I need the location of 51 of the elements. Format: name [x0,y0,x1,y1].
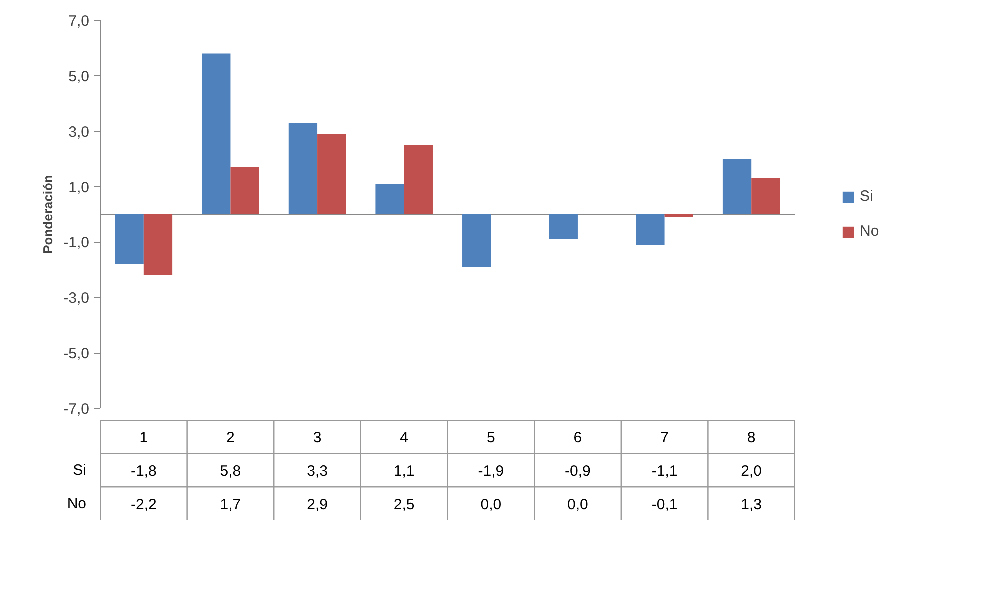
y-tick-label: -7,0 [64,401,90,418]
data-label: 2,0 [741,463,762,480]
text: Si [73,462,87,479]
data-label: -2,2 [130,496,157,514]
data-label: -1,8 [130,463,157,480]
bar [318,134,346,214]
bar [752,178,780,214]
data-label: 2,9 [307,496,328,514]
data-label: 1,7 [220,496,242,514]
y-tick-label: 7,0 [68,13,90,30]
data-label: -0,9 [565,463,591,480]
text: No [67,495,87,512]
bar [115,214,144,264]
y-tick-label: 5,0 [68,68,90,86]
bar [404,145,433,214]
bar [376,184,404,214]
legend-label: No [860,223,880,240]
y-tick-label: -3,0 [64,290,90,308]
x-tick-label: 1 [140,430,148,447]
bar [202,54,231,214]
x-tick-label: 7 [660,430,669,447]
data-label: -1,1 [652,463,678,480]
data-label: 0,0 [568,496,588,514]
y-axis-title: Ponderación [40,175,56,254]
data-label: 3,3 [307,463,328,480]
y-tick-label: 1,0 [68,179,90,196]
data-label: -1,9 [478,463,504,480]
data-label: -0,1 [652,496,678,514]
y-tick-label: 3,0 [68,124,90,141]
x-tick-label: 3 [313,430,322,447]
bar [636,214,665,245]
y-tick-label: -1,0 [64,234,90,252]
bar [722,159,752,214]
x-tick-label: 2 [226,430,235,447]
x-tick-label: 4 [400,430,409,447]
data-label: 5,8 [220,463,242,480]
bar [462,214,492,268]
x-tick-label: 8 [747,430,756,447]
y-tick-label: -5,0 [64,346,90,363]
x-tick-label: 6 [574,430,582,447]
bar [230,167,260,214]
data-label: 0,0 [480,496,502,514]
bar [288,123,318,214]
bar [664,214,694,218]
data-label: 1,3 [741,496,762,514]
data-label: 2,5 [394,496,415,514]
bar [549,214,578,240]
x-tick-label: 5 [486,430,496,447]
bar [144,214,173,276]
data-label: 1,1 [394,463,415,480]
legend-label: Si [860,188,874,205]
